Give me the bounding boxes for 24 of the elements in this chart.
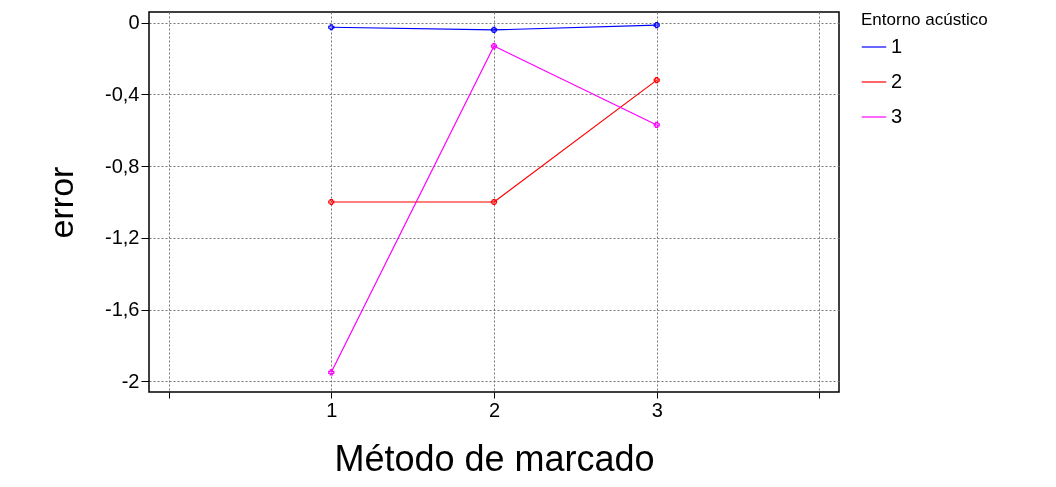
x-tick-label: 3: [651, 398, 663, 421]
point: [490, 42, 498, 50]
legend-label: 3: [891, 105, 903, 127]
point: [490, 26, 498, 34]
y-tick-label: -0,4: [105, 82, 140, 105]
y-axis-title: error: [42, 166, 81, 239]
x-tick-label: 2: [488, 398, 501, 421]
point: [328, 369, 335, 376]
y-tick-label: -1,6: [105, 298, 140, 321]
legend-label: 2: [891, 70, 903, 92]
point: [653, 121, 660, 129]
point: [328, 198, 335, 206]
x-axis-title: Método de marcado: [334, 437, 655, 479]
point: [490, 198, 498, 206]
point: [653, 77, 660, 84]
legend-title: Entorno acústico: [861, 10, 988, 29]
point: [328, 24, 335, 31]
x-tick-label: 1: [326, 398, 338, 421]
y-tick-label: -0,8: [105, 154, 140, 177]
y-tick-label: 0: [128, 11, 140, 34]
y-tick-label: -2: [121, 369, 140, 392]
y-tick-label: -1,2: [105, 226, 140, 249]
point: [653, 21, 660, 29]
legend-label: 1: [891, 35, 903, 57]
